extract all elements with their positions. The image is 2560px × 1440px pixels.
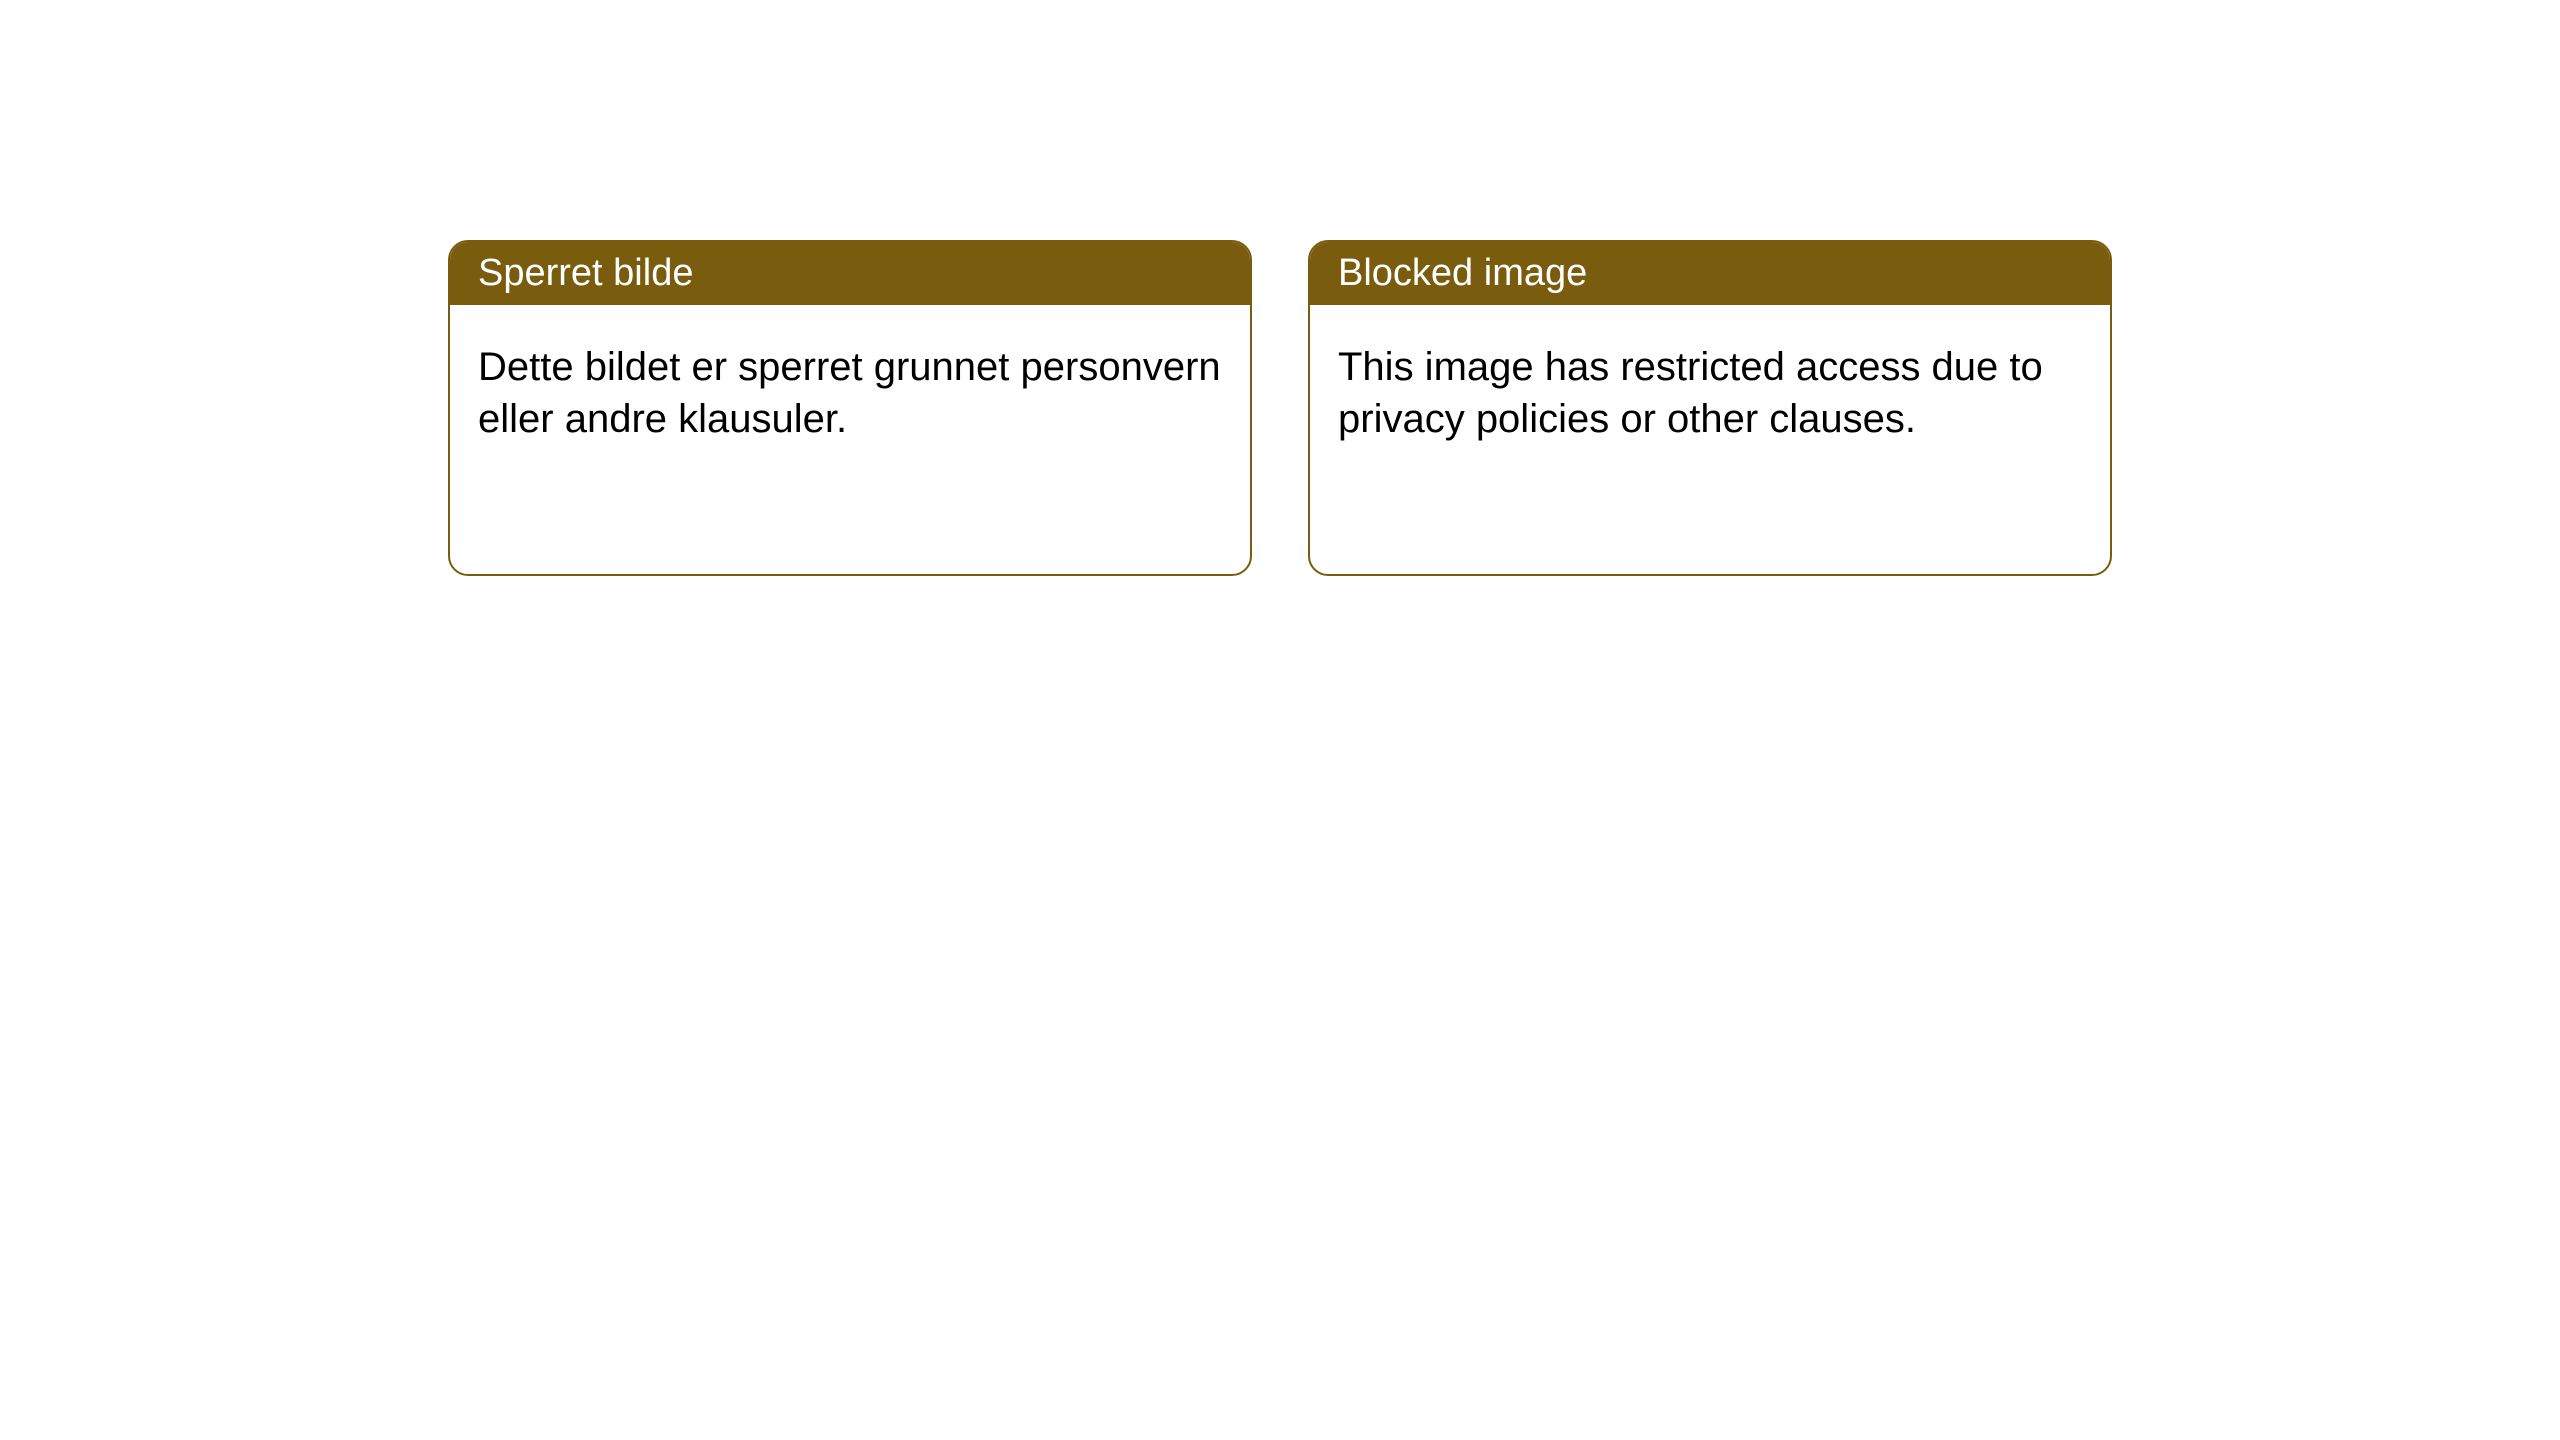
- notice-card-norwegian: Sperret bilde Dette bildet er sperret gr…: [448, 240, 1252, 576]
- notice-body-norwegian: Dette bildet er sperret grunnet personve…: [450, 305, 1250, 481]
- notice-title-norwegian: Sperret bilde: [450, 242, 1250, 305]
- notice-title-english: Blocked image: [1310, 242, 2110, 305]
- notice-card-english: Blocked image This image has restricted …: [1308, 240, 2112, 576]
- notice-body-english: This image has restricted access due to …: [1310, 305, 2110, 481]
- notice-container: Sperret bilde Dette bildet er sperret gr…: [0, 0, 2560, 576]
